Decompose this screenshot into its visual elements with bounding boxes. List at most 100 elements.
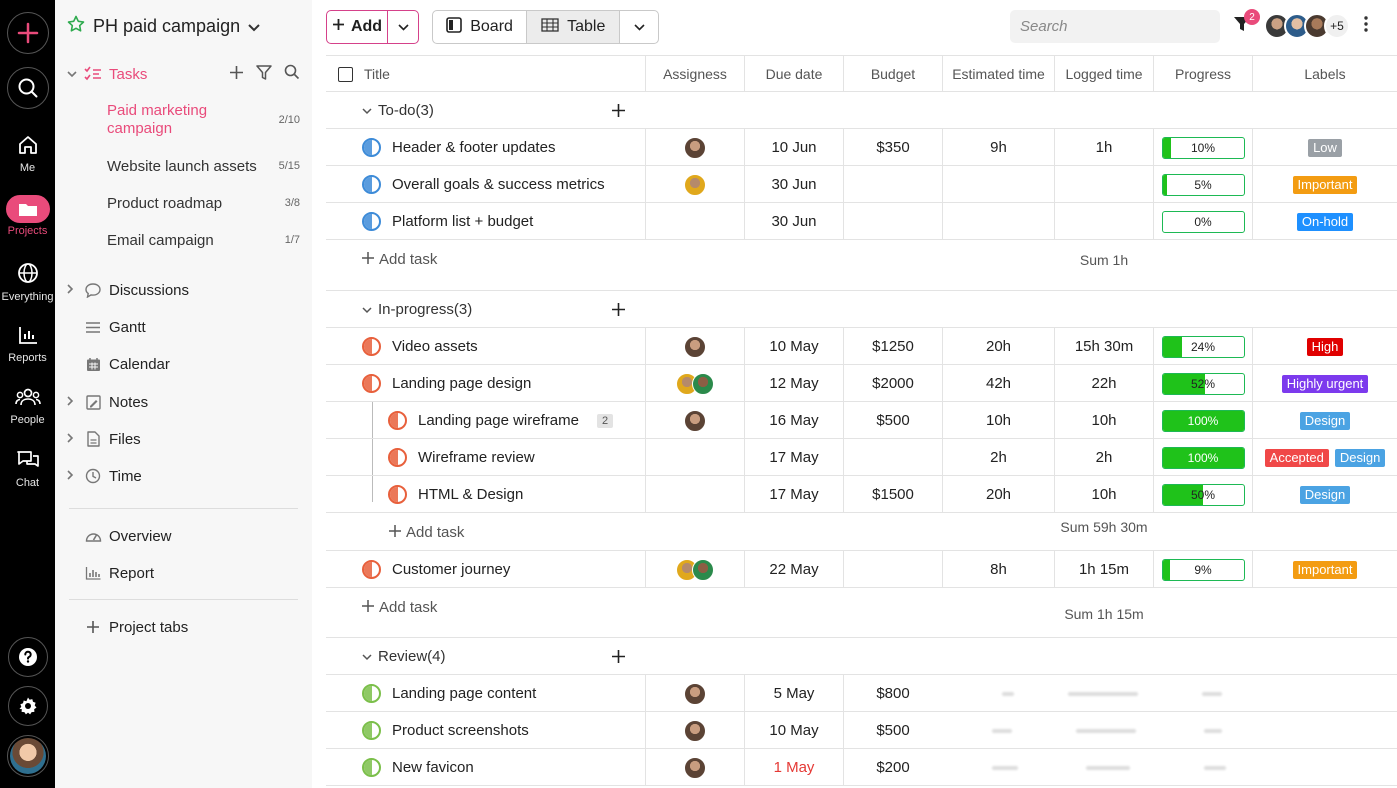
status-icon[interactable] <box>388 448 407 467</box>
add-task-button[interactable]: Add task <box>362 241 437 278</box>
chevron-right-icon[interactable] <box>67 432 83 446</box>
assignee-cell[interactable] <box>645 712 744 749</box>
nav-reports[interactable]: Reports <box>0 325 55 364</box>
group-header-todo[interactable]: To-do(3) <box>326 92 1397 129</box>
help-button[interactable] <box>0 637 55 677</box>
select-all-checkbox[interactable] <box>338 67 353 82</box>
table-row[interactable]: Overall goals & success metrics 30 Jun 5… <box>326 166 1397 203</box>
due-date-cell[interactable]: 17 May <box>744 476 843 513</box>
budget-cell[interactable]: $1500 <box>843 476 942 513</box>
progress-cell[interactable]: 10% <box>1153 129 1252 166</box>
sidebar-item-time[interactable]: Time <box>67 465 300 487</box>
budget-cell[interactable] <box>843 439 942 476</box>
chevron-down-icon[interactable] <box>362 301 372 318</box>
nav-everything[interactable]: Everything <box>0 262 55 303</box>
labels-cell[interactable]: Low <box>1252 129 1397 166</box>
labels-cell[interactable]: Accepted Design <box>1252 439 1397 476</box>
table-row[interactable]: Platform list + budget 30 Jun 0% On-hold <box>326 203 1397 240</box>
sidebar-item-notes[interactable]: Notes <box>67 391 300 413</box>
table-row[interactable]: Header & footer updates 10 Jun $350 9h 1… <box>326 129 1397 166</box>
logged-time-cell[interactable]: 22h <box>1054 365 1153 402</box>
budget-cell[interactable]: $800 <box>843 675 942 712</box>
budget-cell[interactable]: $1250 <box>843 328 942 365</box>
status-icon[interactable] <box>362 212 381 231</box>
due-date-cell[interactable]: 17 May <box>744 439 843 476</box>
sidebar-item-report[interactable]: Report <box>67 562 300 584</box>
filter-icon[interactable] <box>256 64 272 84</box>
status-icon[interactable] <box>362 374 381 393</box>
search-icon[interactable] <box>284 64 300 84</box>
estimated-time-cell[interactable]: 9h <box>942 129 1054 166</box>
labels-cell[interactable]: High <box>1252 328 1397 365</box>
due-date-cell[interactable]: 5 May <box>744 675 843 712</box>
assignee-cell[interactable] <box>645 203 744 240</box>
table-view-button[interactable]: Table <box>527 11 621 43</box>
table-row[interactable]: Landing page wireframe 2 16 May $500 10h … <box>326 402 1397 439</box>
assignee-cell[interactable] <box>645 476 744 513</box>
table-row[interactable]: Landing page content 5 May $800 <box>326 675 1397 712</box>
board-view-button[interactable]: Board <box>433 11 528 43</box>
column-header-progress[interactable]: Progress <box>1153 56 1252 92</box>
assignee-cell[interactable] <box>645 439 744 476</box>
budget-cell[interactable]: $2000 <box>843 365 942 402</box>
labels-cell[interactable]: On-hold <box>1252 203 1397 240</box>
sidebar-item-calendar[interactable]: Calendar <box>67 353 300 375</box>
due-date-cell[interactable]: 10 May <box>744 328 843 365</box>
add-dropdown-button[interactable] <box>388 11 418 43</box>
assignee-cell[interactable] <box>645 749 744 786</box>
due-date-cell[interactable]: 30 Jun <box>744 203 843 240</box>
table-row[interactable]: New favicon 1 May $200 <box>326 749 1397 786</box>
estimated-time-cell[interactable]: 10h <box>942 402 1054 439</box>
column-header-logged-time[interactable]: Logged time <box>1054 56 1153 92</box>
task-title[interactable]: Video assets <box>392 338 478 355</box>
progress-cell[interactable]: 100% <box>1153 439 1252 476</box>
add-button[interactable]: Add <box>327 11 388 43</box>
task-title[interactable]: Landing page wireframe <box>418 412 579 429</box>
logged-time-cell[interactable]: 10h <box>1054 402 1153 439</box>
status-icon[interactable] <box>388 411 407 430</box>
labels-cell[interactable]: Design <box>1252 402 1397 439</box>
logged-time-cell[interactable] <box>1054 166 1153 203</box>
estimated-time-cell[interactable] <box>942 203 1054 240</box>
budget-cell[interactable] <box>843 166 942 203</box>
logged-time-cell[interactable]: 10h <box>1054 476 1153 513</box>
task-title[interactable]: Header & footer updates <box>392 139 556 156</box>
due-date-cell[interactable]: 10 Jun <box>744 129 843 166</box>
progress-cell[interactable]: 5% <box>1153 166 1252 203</box>
search-input[interactable] <box>1010 10 1220 43</box>
progress-cell[interactable]: 100% <box>1153 402 1252 439</box>
column-header-estimated-time[interactable]: Estimated time <box>942 56 1054 92</box>
nav-chat[interactable]: Chat <box>0 450 55 489</box>
due-date-cell[interactable]: 1 May <box>744 749 843 786</box>
logged-time-cell[interactable]: 2h <box>1054 439 1153 476</box>
assignee-cell[interactable] <box>645 402 744 439</box>
settings-button[interactable] <box>0 686 55 726</box>
add-task-button[interactable]: Add task <box>362 589 437 626</box>
status-icon[interactable] <box>362 758 381 777</box>
chevron-down-icon[interactable] <box>67 67 83 81</box>
task-title[interactable]: Customer journey <box>392 561 511 578</box>
sidebar-item-files[interactable]: Files <box>67 428 300 450</box>
labels-cell[interactable]: Important <box>1252 166 1397 203</box>
status-icon[interactable] <box>362 560 381 579</box>
task-title[interactable]: Landing page content <box>392 685 537 702</box>
budget-cell[interactable] <box>843 551 942 588</box>
column-header-labels[interactable]: Labels <box>1252 56 1397 92</box>
budget-cell[interactable]: $350 <box>843 129 942 166</box>
sidebar-item-overview[interactable]: Overview <box>67 525 300 547</box>
sidebar-tasklist-website-launch[interactable]: Website launch assets 5/15 <box>107 156 300 176</box>
chevron-down-icon[interactable] <box>362 648 372 665</box>
budget-cell[interactable] <box>843 203 942 240</box>
star-icon[interactable] <box>67 15 85 38</box>
task-title[interactable]: Platform list + budget <box>392 213 534 230</box>
chevron-right-icon[interactable] <box>67 283 83 297</box>
progress-cell[interactable]: 24% <box>1153 328 1252 365</box>
task-title[interactable]: HTML & Design <box>418 486 524 503</box>
due-date-cell[interactable]: 10 May <box>744 712 843 749</box>
progress-cell[interactable]: 50% <box>1153 476 1252 513</box>
due-date-cell[interactable]: 22 May <box>744 551 843 588</box>
column-header-assignees[interactable]: Assigness <box>645 56 744 92</box>
group-header-in-progress[interactable]: In-progress(3) <box>326 291 1397 328</box>
sidebar-item-project-tabs[interactable]: Project tabs <box>67 616 300 638</box>
add-task-plus-icon[interactable] <box>612 100 625 123</box>
